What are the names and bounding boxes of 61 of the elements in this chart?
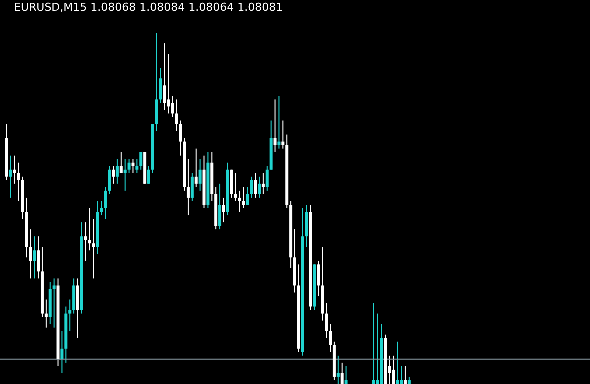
candlestick xyxy=(392,355,396,384)
candlestick xyxy=(120,152,123,174)
candlestick xyxy=(44,299,48,328)
candlestick xyxy=(17,162,20,202)
candlestick xyxy=(344,366,348,384)
candlestick xyxy=(175,99,178,132)
candlestick xyxy=(278,96,281,150)
chart-title: EURUSD,M15 1.08068 1.08084 1.08064 1.08081 xyxy=(14,1,284,14)
candlestick xyxy=(317,260,320,297)
candlestick xyxy=(400,366,404,384)
candlestick xyxy=(171,96,174,118)
candlestick xyxy=(163,43,166,111)
candlestick xyxy=(266,166,269,192)
candlestick xyxy=(340,362,344,384)
candlestick xyxy=(140,152,143,170)
candlestick xyxy=(148,166,151,184)
candlestick xyxy=(262,172,265,195)
candlestick xyxy=(136,158,139,174)
candlestick xyxy=(159,68,162,104)
candlestick xyxy=(108,166,112,195)
candlestick xyxy=(60,330,64,374)
candlestick xyxy=(13,155,16,184)
candlestick xyxy=(52,278,56,328)
candlestick xyxy=(282,120,285,150)
candlestick xyxy=(112,166,116,184)
candlestick xyxy=(250,176,254,198)
candlestick xyxy=(218,183,222,230)
candlestick xyxy=(246,186,250,206)
candlestick xyxy=(116,158,119,184)
candlestick xyxy=(68,299,72,332)
candlestick xyxy=(238,190,242,213)
candlestick xyxy=(84,222,88,262)
candlestick xyxy=(88,208,92,252)
candlestick xyxy=(404,366,407,384)
candlestick xyxy=(92,218,96,280)
candlestick xyxy=(242,186,246,209)
candlestick xyxy=(198,158,202,192)
candlestick xyxy=(336,355,340,384)
candlestick xyxy=(9,155,12,198)
candlestick xyxy=(254,172,258,198)
candlestick xyxy=(190,172,194,202)
candlestick xyxy=(128,158,131,174)
candlestick xyxy=(258,176,261,198)
candlestick xyxy=(376,313,380,384)
candlestick xyxy=(396,341,400,384)
candlestick xyxy=(329,324,332,353)
candlestick xyxy=(132,158,135,174)
candlestick xyxy=(325,302,328,339)
candlestick xyxy=(274,99,277,153)
candlestick xyxy=(100,200,104,216)
candlestick xyxy=(222,197,226,224)
candlestick xyxy=(104,186,108,220)
candlestick xyxy=(179,120,182,156)
candlestick xyxy=(194,148,198,188)
candlestick xyxy=(234,172,238,202)
candlestick xyxy=(124,158,127,192)
candlestick xyxy=(29,229,32,280)
candlestick xyxy=(33,236,36,280)
candlestick xyxy=(186,158,190,216)
candlestick xyxy=(372,302,376,384)
candlestick xyxy=(37,236,40,280)
